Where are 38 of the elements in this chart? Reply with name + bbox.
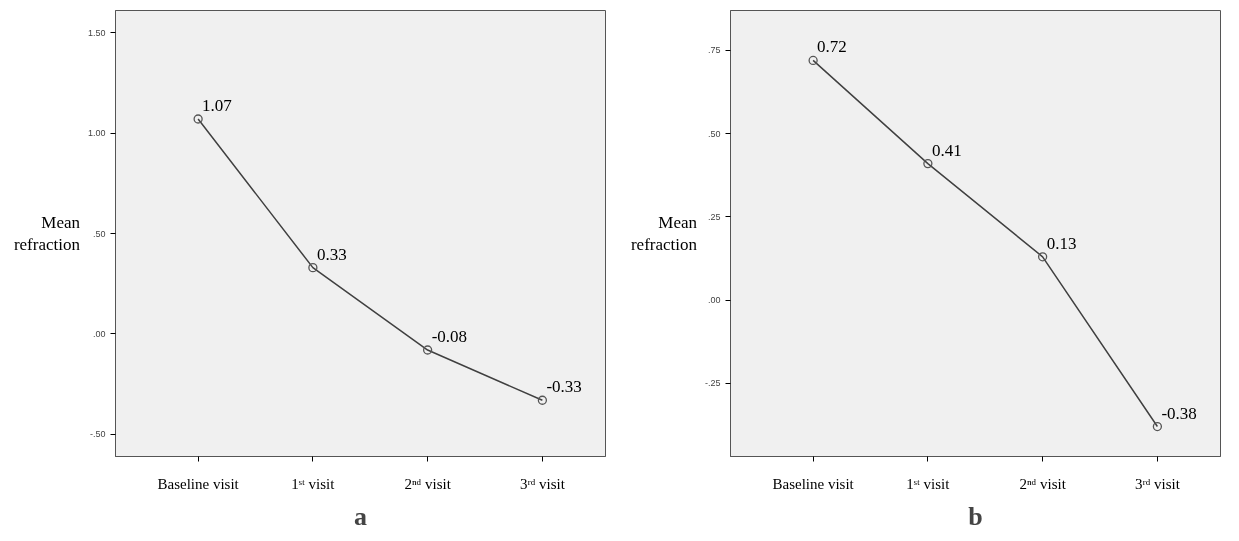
x-tick-label: Baseline visit	[772, 475, 855, 492]
x-tick-label: 3ʳᵈ visit	[1134, 475, 1181, 492]
y-tick-label: 1.50	[87, 27, 106, 38]
data-label: 0.13	[1046, 233, 1077, 253]
y-tick-label: -.25	[704, 378, 721, 389]
point	[537, 395, 548, 405]
y-axis-title: Mean refraction	[630, 212, 698, 255]
data-label: -0.08	[431, 327, 468, 347]
text: a	[354, 501, 367, 531]
y-tick-label: .50	[92, 228, 106, 239]
x-tick-label: Baseline visit	[157, 475, 240, 492]
point	[808, 55, 818, 66]
x-tick-label: 1ˢᵗ visit	[291, 475, 336, 492]
x-tick-label: 1ˢᵗ visit	[906, 475, 951, 492]
y-tick-label: .00	[92, 328, 106, 339]
x-tick-label: 2ⁿᵈ visit	[1019, 475, 1067, 492]
y-axis-title: Mean refraction	[13, 212, 81, 255]
data-label: -0.38	[1161, 403, 1197, 423]
data-label: 0.72	[817, 37, 847, 57]
x-tick-label: 2ⁿᵈ visit	[404, 475, 452, 492]
y-tick-label: .50	[707, 128, 721, 139]
data-label: -0.33	[546, 377, 582, 397]
x-tick-label: 3ʳᵈ visit	[519, 475, 566, 492]
y-tick-label: .75	[707, 45, 721, 56]
y-tick-label: .25	[707, 211, 721, 222]
point	[1152, 421, 1163, 432]
y-tick-label: .00	[707, 295, 721, 306]
point	[923, 158, 933, 169]
data-label: 0.41	[931, 140, 962, 160]
point	[1037, 252, 1048, 262]
point	[422, 345, 433, 355]
point	[193, 114, 203, 124]
point	[308, 263, 318, 273]
data-label: 0.33	[316, 244, 347, 264]
data-label: 1.07	[202, 95, 233, 115]
text: b	[968, 501, 983, 531]
y-tick-label: -.50	[89, 429, 106, 440]
y-tick-label: 1.00	[87, 128, 106, 139]
